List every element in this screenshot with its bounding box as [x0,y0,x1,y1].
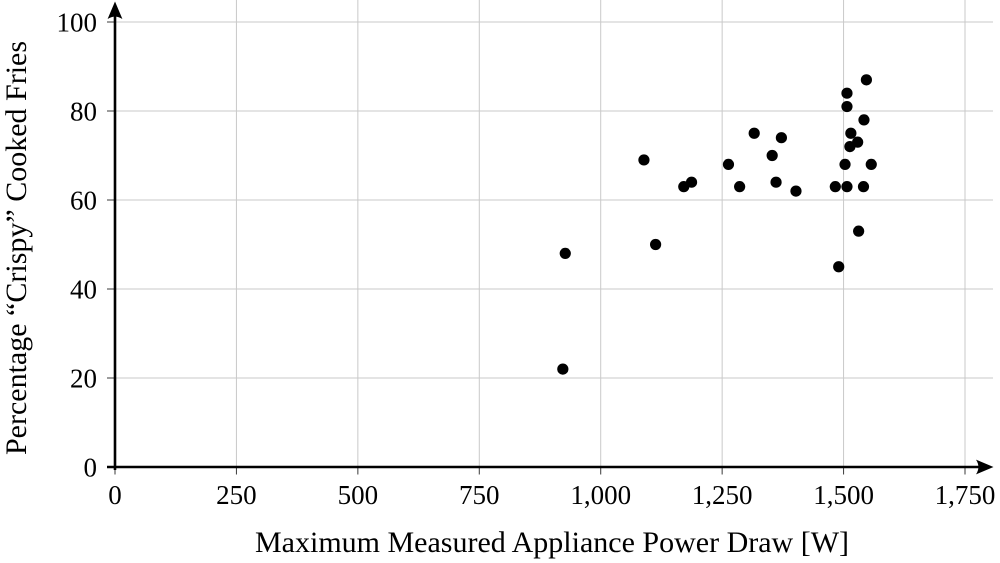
data-point [685,176,698,188]
y-tick-label: 20 [70,364,97,394]
data-point [770,176,782,188]
y-tick-label: 40 [70,275,97,305]
data-point [557,363,569,375]
data-point [841,87,853,99]
data-point [829,181,841,193]
data-point [638,154,650,166]
data-point [860,74,873,86]
x-tick-labels: 0 250 500 750 1,000 1,250 1,500 1,750 [108,480,995,510]
data-point [853,225,865,237]
x-tick-label: 0 [108,480,122,510]
y-tick-label: 0 [84,453,98,483]
x-tick-label: 1,750 [935,480,996,510]
data-point [858,114,870,126]
data-point [845,127,857,139]
data-point [790,185,802,197]
data-point [839,158,851,170]
y-axis-arrowhead [107,1,123,19]
x-tick-label: 250 [216,480,257,510]
tick-marks [107,21,966,475]
x-tick-label: 500 [338,480,379,510]
data-point [841,100,853,113]
data-point [852,136,864,148]
data-point [650,238,662,251]
x-tick-label: 1,500 [813,480,874,510]
x-tick-label: 750 [459,480,500,510]
x-axis-label: Maximum Measured Appliance Power Draw [W… [255,526,849,559]
x-tick-label: 1,250 [692,480,753,510]
y-tick-label: 100 [57,8,98,38]
data-point [559,247,571,259]
y-axis-label: Percentage “Crispy” Cooked Fries [0,41,33,455]
data-point [734,181,746,193]
y-tick-label: 60 [70,186,97,216]
data-point [857,181,870,193]
axes [107,1,994,475]
y-tick-label: 80 [70,97,97,127]
data-point [841,181,853,193]
y-tick-labels: 0 20 40 60 80 100 [57,8,98,483]
data-point [775,132,788,144]
data-point [748,127,760,139]
data-point [766,149,778,162]
x-axis-arrowhead [976,459,994,475]
data-points [557,74,877,375]
data-point [722,158,735,170]
x-tick-label: 1,000 [570,480,631,510]
data-point [833,261,845,273]
data-point [865,158,877,170]
gridlines [115,0,993,467]
